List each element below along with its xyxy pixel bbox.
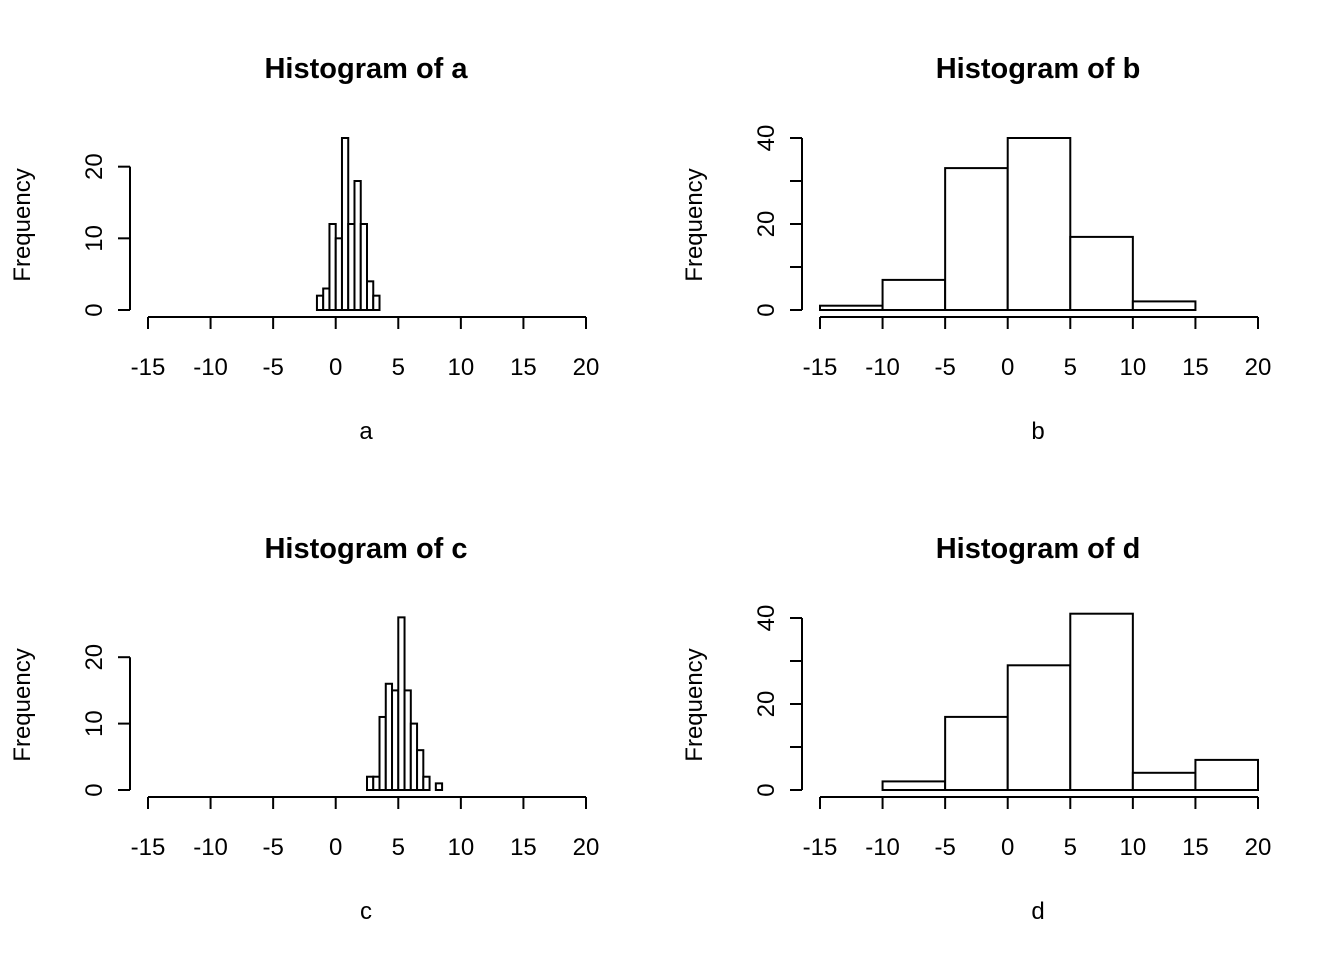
x-tick-label: 20 bbox=[573, 354, 600, 381]
x-tick-label: 20 bbox=[1245, 834, 1272, 861]
x-axis-label: a bbox=[359, 418, 373, 445]
x-tick-label: 5 bbox=[1064, 834, 1077, 861]
x-tick-label: -15 bbox=[131, 354, 166, 381]
histogram-bar bbox=[1006, 664, 1072, 791]
histogram-bar bbox=[1131, 771, 1197, 791]
panel-a: Histogram of a a Frequency -15 -10 -5 0 5 10 1… bbox=[9, 53, 599, 445]
histogram-bar bbox=[1069, 612, 1134, 792]
y-axis-label: Frequency bbox=[9, 168, 36, 281]
histogram-bar bbox=[881, 278, 947, 311]
x-tick-label: -10 bbox=[193, 354, 228, 381]
y-tick-label: 20 bbox=[753, 691, 780, 718]
chart-title: Histogram of d bbox=[936, 533, 1141, 565]
chart-title: Histogram of c bbox=[264, 533, 467, 565]
y-tick-label: 20 bbox=[81, 644, 108, 671]
histogram-bar bbox=[1069, 235, 1134, 311]
x-tick-label: 10 bbox=[1120, 354, 1147, 381]
x-tick-label: -5 bbox=[934, 834, 955, 861]
y-tick-label: 10 bbox=[81, 225, 108, 252]
x-tick-label: 0 bbox=[329, 834, 342, 861]
y-axis-label: Frequency bbox=[9, 648, 36, 761]
panel-d: Histogram of d d Frequency -15 -10 -5 0 5 10 1… bbox=[681, 533, 1271, 925]
histogram-bar bbox=[416, 749, 425, 791]
y-tick-label: 40 bbox=[753, 605, 780, 632]
histogram-bar bbox=[944, 167, 1009, 311]
x-tick-label: 20 bbox=[573, 834, 600, 861]
x-tick-label: 5 bbox=[1064, 354, 1077, 381]
x-tick-label: 15 bbox=[510, 354, 537, 381]
histogram-bar bbox=[434, 782, 444, 791]
y-tick-label: 0 bbox=[753, 783, 780, 796]
x-tick-label: 5 bbox=[392, 354, 405, 381]
x-axis-label: c bbox=[360, 898, 372, 925]
x-tick-label: 0 bbox=[329, 354, 342, 381]
x-tick-label: 10 bbox=[448, 354, 475, 381]
y-axis-label: Frequency bbox=[681, 168, 708, 281]
y-axis-label: Frequency bbox=[681, 648, 708, 761]
x-axis-label: b bbox=[1031, 418, 1044, 445]
y-tick-label: 20 bbox=[753, 211, 780, 238]
chart-title: Histogram of a bbox=[264, 53, 468, 85]
histogram-bar bbox=[372, 294, 381, 311]
x-tick-label: -15 bbox=[803, 354, 838, 381]
histogram-bar bbox=[422, 775, 431, 791]
chart-title: Histogram of b bbox=[936, 53, 1141, 85]
x-tick-label: 10 bbox=[1120, 834, 1147, 861]
histogram-bar bbox=[819, 304, 884, 312]
x-tick-label: 15 bbox=[1182, 834, 1209, 861]
y-tick-label: 10 bbox=[81, 710, 108, 737]
histogram-bar bbox=[1006, 137, 1072, 311]
y-tick-label: 0 bbox=[753, 303, 780, 316]
x-tick-label: 15 bbox=[510, 834, 537, 861]
histogram-bar bbox=[944, 715, 1009, 792]
x-tick-label: 20 bbox=[1245, 354, 1272, 381]
x-tick-label: 5 bbox=[392, 834, 405, 861]
x-tick-label: 15 bbox=[1182, 354, 1209, 381]
x-tick-label: -15 bbox=[131, 834, 166, 861]
x-tick-label: -10 bbox=[865, 834, 900, 861]
y-tick-label: 40 bbox=[753, 125, 780, 152]
x-tick-label: -10 bbox=[865, 354, 900, 381]
histogram-bar bbox=[1194, 758, 1260, 792]
x-tick-label: -5 bbox=[262, 834, 283, 861]
y-tick-label: 20 bbox=[81, 153, 108, 180]
histogram-bar bbox=[359, 223, 369, 311]
x-tick-label: 0 bbox=[1001, 354, 1014, 381]
x-axis-label: d bbox=[1031, 898, 1044, 925]
x-tick-label: -10 bbox=[193, 834, 228, 861]
histogram-bar bbox=[1131, 300, 1197, 311]
x-tick-label: 10 bbox=[448, 834, 475, 861]
y-tick-label: 0 bbox=[81, 303, 108, 316]
x-tick-label: -5 bbox=[262, 354, 283, 381]
x-tick-label: -15 bbox=[803, 834, 838, 861]
panel-c: Histogram of c c Frequency -15 -10 -5 0 5 10 1… bbox=[9, 533, 599, 925]
y-tick-label: 0 bbox=[81, 783, 108, 796]
panel-b: Histogram of b b Frequency -15 -10 -5 0 5 10 1… bbox=[681, 53, 1271, 445]
histogram-bar bbox=[881, 780, 947, 792]
x-tick-label: -5 bbox=[934, 354, 955, 381]
x-tick-label: 0 bbox=[1001, 834, 1014, 861]
